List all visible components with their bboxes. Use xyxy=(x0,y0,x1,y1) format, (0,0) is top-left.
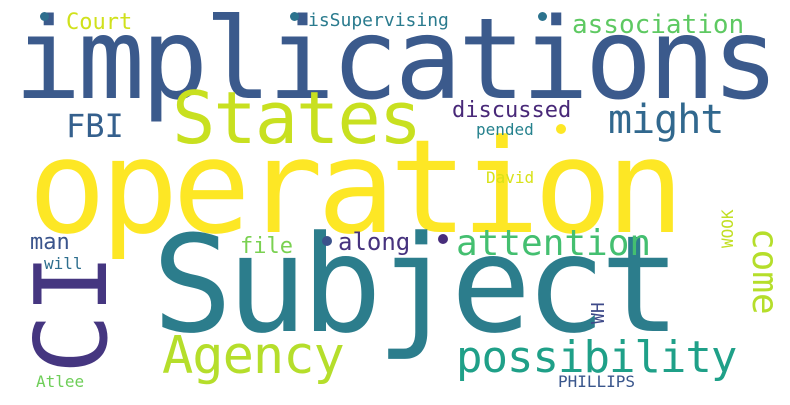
dot-marker xyxy=(290,12,299,21)
dot-marker xyxy=(40,12,49,21)
word-atlee: Atlee xyxy=(36,372,85,391)
word-will: will xyxy=(44,254,83,273)
word-fbi: FBI xyxy=(66,107,124,145)
word-come: come xyxy=(744,228,785,315)
word-pended: pended xyxy=(476,120,534,139)
word-might: might xyxy=(608,97,724,143)
word-david: David xyxy=(486,168,535,187)
word-association: association xyxy=(572,10,745,40)
word-man: man xyxy=(30,230,70,255)
word-agency: Agency xyxy=(162,326,345,386)
word-possibility: possibility xyxy=(456,332,737,383)
word-subject: Subject xyxy=(152,207,681,363)
dot-marker xyxy=(438,234,448,244)
word-discussed: discussed xyxy=(452,98,572,123)
word-file: file xyxy=(240,234,293,259)
word-implications: implications xyxy=(14,0,779,125)
dot-marker xyxy=(556,124,566,134)
word-along: along xyxy=(338,228,411,256)
word-attention: attention xyxy=(456,223,652,264)
word-phillips: PHILLIPS xyxy=(558,372,636,391)
word-states: States xyxy=(172,76,422,160)
dot-marker xyxy=(538,12,547,21)
word-wook: WOOK xyxy=(718,209,737,248)
word-issupervising: isSupervising xyxy=(308,10,449,31)
word-wh: WH xyxy=(588,302,609,324)
dot-marker xyxy=(322,236,332,246)
word-court: Court xyxy=(66,10,133,35)
word-operation: operation xyxy=(28,111,684,263)
